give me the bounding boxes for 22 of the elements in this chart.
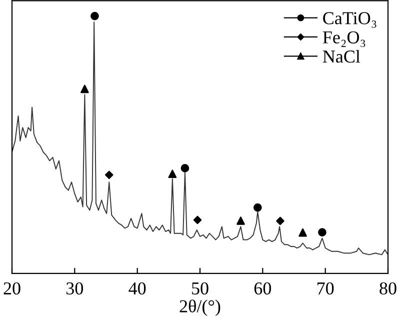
x-tick-label: 30 xyxy=(66,282,84,295)
legend-label: NaCl xyxy=(322,50,360,63)
point xyxy=(236,216,245,225)
point xyxy=(90,12,99,20)
point xyxy=(276,216,284,226)
x-tick-label: 60 xyxy=(254,282,272,295)
legend-label: Fe₂O₃ xyxy=(322,31,366,48)
x-axis-title: 2θ/(°) xyxy=(180,300,220,316)
point xyxy=(253,203,262,212)
x-tick-label: 70 xyxy=(317,282,334,295)
point xyxy=(168,170,177,178)
point xyxy=(193,216,202,224)
point xyxy=(105,170,114,180)
point xyxy=(298,228,307,237)
x-tick-label: 80 xyxy=(380,282,396,295)
x-tick-label: 40 xyxy=(128,282,146,295)
point xyxy=(180,164,190,172)
point xyxy=(318,228,326,236)
legend-label: CaTiO₃ xyxy=(323,12,376,28)
x-tick-label: 20 xyxy=(4,282,20,295)
point xyxy=(80,84,89,94)
x-tick-label: 50 xyxy=(192,282,208,295)
